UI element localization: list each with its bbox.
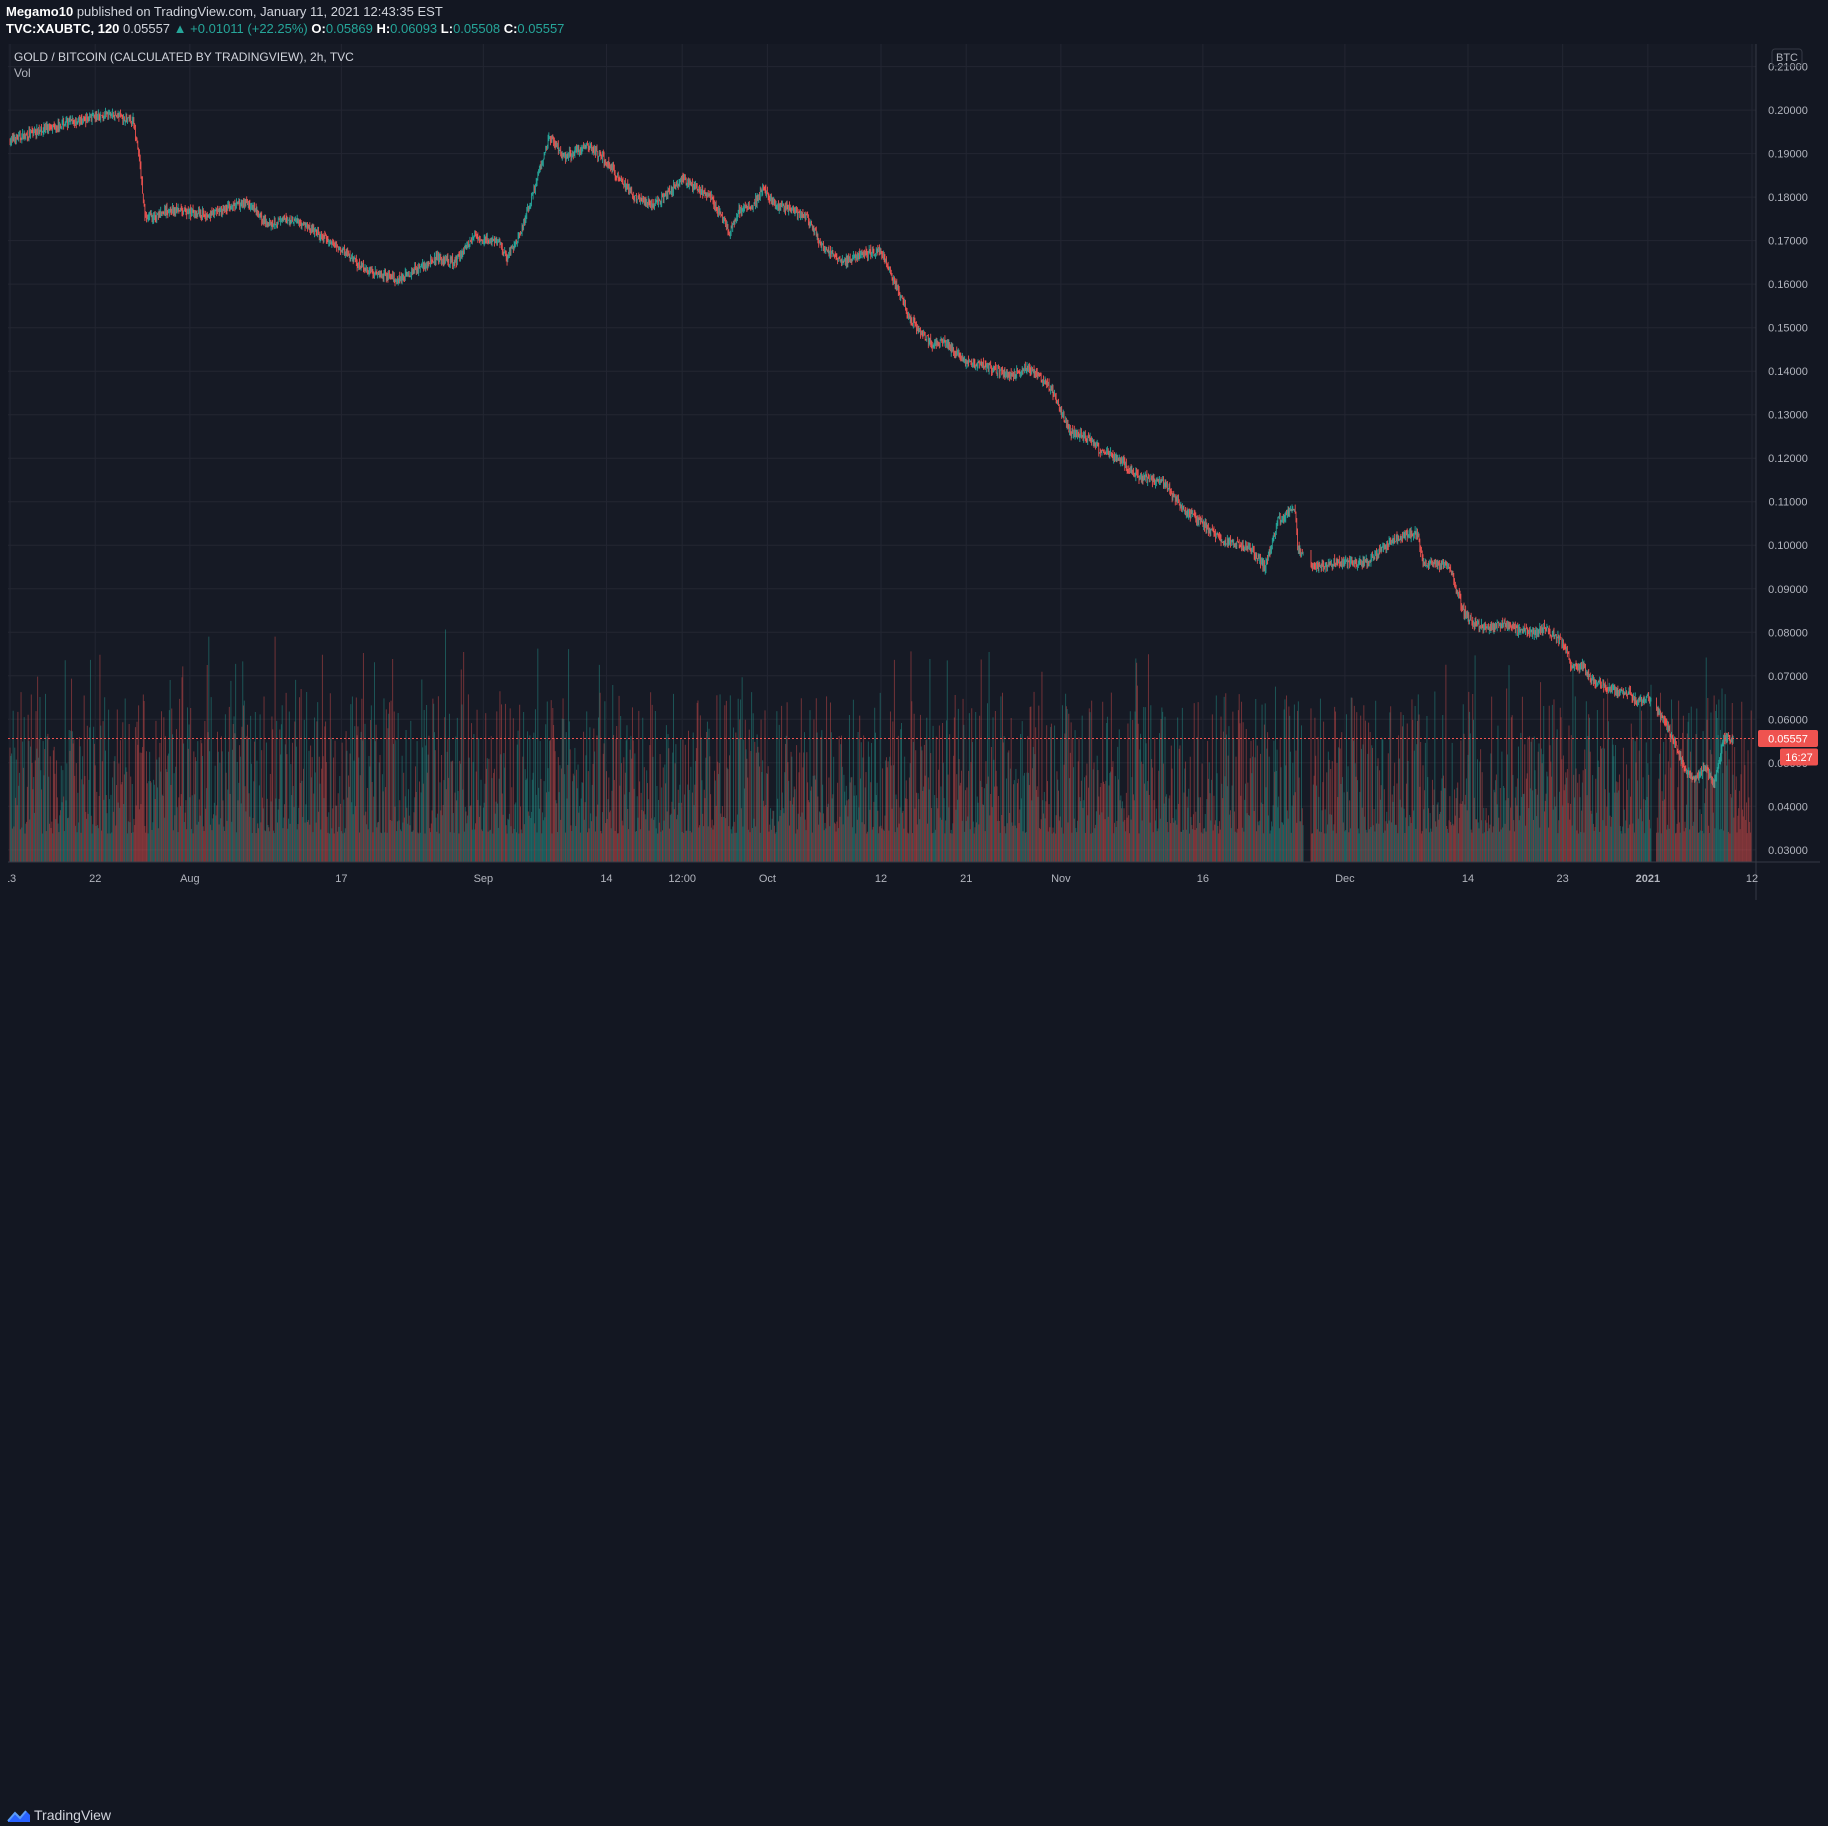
time-axis[interactable]: 13 22 Aug 17 Sep 14 12:00 Oct 12 21 Nov 16 Dec 14 23 20… [4,873,1758,885]
last-price-tag: 0.05557 16:27 [1758,730,1818,766]
price-tick-label: 0.03000 [1768,845,1808,857]
price-tick-label: 0.21000 [1768,62,1808,74]
price-tick-label: 0.11000 [1769,497,1808,509]
ohlc-line: TVC:XAUBTC, 120 0.05557 ▲ +0.01011 (+22.… [6,21,564,36]
price-chart[interactable]: 0.21000 0.20000 0.19000 0.18000 0.17000 0.160… [4,44,1820,900]
price-tick-label: 0.12000 [1768,453,1808,465]
symbol-label: TVC:XAUBTC, 120 [6,21,120,36]
time-tick-label: 14 [1462,873,1474,885]
price-tick-label: 0.10000 [1768,540,1808,552]
time-tick-label: 14 [600,873,612,885]
price-tick-label: 0.18000 [1768,192,1808,204]
price-tick-label: 0.19000 [1768,149,1808,161]
grid-lines [8,44,1756,862]
high-label: H: [376,21,391,36]
open-value: 0.05869 [325,21,373,36]
last-price-tag-text: 0.05557 [1768,734,1808,746]
time-tick-label: 21 [960,873,972,885]
currency-box[interactable] [1771,48,1803,67]
author-name[interactable]: Megamo10 [6,4,74,19]
low-label: L: [440,21,454,36]
time-tick-label: 2021 [1636,873,1660,885]
time-tick-label: Nov [1051,873,1071,885]
low-value: 0.05508 [453,21,501,36]
price-tick-label: 0.13000 [1768,410,1808,422]
time-tick-label: 23 [1557,873,1569,885]
footer-bar: TradingView [0,900,1828,1823]
volume-bars [9,629,1752,862]
price-tick-label: 0.14000 [1768,366,1808,378]
time-tick-label: Sep [474,873,494,885]
countdown-tag-bg [1780,748,1818,766]
up-arrow-icon: ▲ [173,21,187,36]
time-tick-label: Oct [759,873,776,885]
high-value: 0.06093 [390,21,438,36]
time-tick-label: 22 [89,873,101,885]
brand-name[interactable]: TradingView [34,1807,112,1823]
time-tick-label: 13 [8,873,16,885]
time-tick-label: 12:00 [668,873,696,885]
chart-legend-title: GOLD / BITCOIN (CALCULATED BY TRADINGVIE… [14,50,354,64]
published-text: published on TradingView.com, January 11… [76,4,443,19]
price-tick-label: 0.16000 [1768,279,1808,291]
time-tick-label: Aug [180,873,200,885]
last-price: 0.05557 [123,21,171,36]
price-tick-label: 0.15000 [1768,323,1808,335]
header-bar: Megamo10 published on TradingView.com, J… [0,0,1828,44]
volume-legend: Vol [14,66,31,80]
price-tick-label: 0.20000 [1768,105,1808,117]
price-tick-label: 0.04000 [1768,801,1808,813]
time-tick-label: 16 [1197,873,1209,885]
time-tick-label: Dec [1335,873,1355,885]
plot-pane[interactable] [8,44,1756,862]
change-value: +0.01011 (+22.25%) [190,21,308,36]
currency-label: BTC [1776,52,1798,64]
open-label: O: [311,21,326,36]
price-tick-label: 0.06000 [1768,714,1808,726]
price-candles [9,107,1734,789]
tradingview-logo-icon[interactable] [6,1806,32,1826]
price-tick-label: 0.09000 [1768,584,1808,596]
close-label: C: [503,21,518,36]
chart-area[interactable]: 0.21000 0.20000 0.19000 0.18000 0.17000 0.160… [4,44,1820,900]
countdown-tag-text: 16:27 [1785,752,1813,764]
time-tick-label: 17 [335,873,347,885]
publish-line: Megamo10 published on TradingView.com, J… [6,4,443,19]
price-tick-label: 0.17000 [1768,236,1808,248]
close-value: 0.05557 [517,21,565,36]
time-tick-label: 12 [875,873,887,885]
price-tick-label: 0.08000 [1768,627,1808,639]
price-tick-label: 0.07000 [1768,671,1808,683]
time-tick-label: 12 [1746,873,1758,885]
last-price-tag-bg [1758,730,1818,748]
